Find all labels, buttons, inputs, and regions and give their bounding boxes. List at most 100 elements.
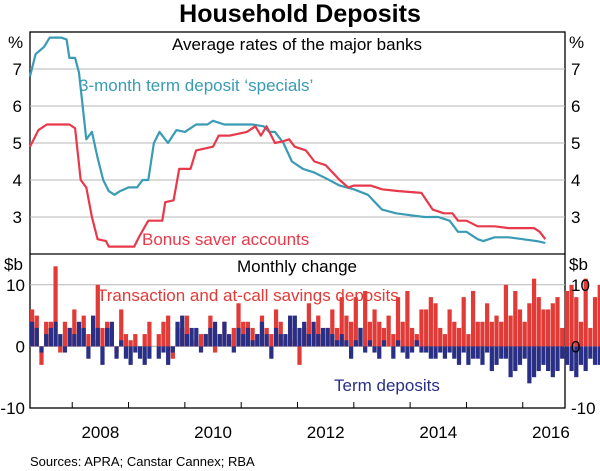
bar-term-deposit (550, 346, 555, 378)
bar-term-deposit (344, 340, 349, 347)
bar-term-deposit (574, 346, 579, 378)
bar-transaction (513, 290, 518, 347)
bar-transaction (433, 303, 438, 347)
bar-term-deposit (353, 340, 358, 347)
bar-term-deposit (302, 321, 307, 347)
bar-transaction (372, 309, 377, 347)
bar-term-deposit (264, 334, 269, 347)
y-tick-label-bottom: 0 (571, 337, 580, 356)
bar-term-deposit (133, 346, 138, 353)
x-tick-label: 2014 (419, 423, 457, 442)
bar-transaction (499, 321, 504, 347)
top-right-unit: % (569, 33, 584, 52)
bar-term-deposit (503, 346, 509, 359)
bar-transaction (386, 315, 391, 347)
bar-term-deposit (100, 346, 105, 365)
top-panel-gridlines (30, 68, 565, 218)
bar-term-deposit (156, 346, 161, 359)
bar-term-deposit (311, 321, 316, 347)
bar-term-deposit (564, 346, 570, 365)
bar-transaction (546, 309, 551, 347)
bar-term-deposit (508, 346, 513, 378)
bar-term-deposit (489, 346, 494, 372)
bar-term-deposit (212, 321, 218, 347)
bar-transaction (442, 334, 448, 347)
y-tick-label-bottom: -10 (0, 399, 25, 418)
bar-term-deposit (438, 346, 443, 353)
bar-term-deposit (76, 321, 82, 347)
bar-transaction (485, 303, 490, 347)
bar-term-deposit (466, 346, 471, 365)
bar-term-deposit (555, 346, 560, 372)
bar-term-deposit (255, 334, 260, 347)
bar-transaction (348, 321, 354, 347)
bar-term-deposit (433, 346, 438, 359)
bottom-panel-title: Monthly change (237, 257, 357, 276)
bar-term-deposit (203, 334, 208, 347)
bar-transaction (438, 327, 443, 347)
bar-transaction (447, 309, 452, 347)
series-label-bonus-saver: Bonus saver accounts (142, 230, 309, 249)
bar-term-deposit (175, 321, 180, 347)
bar-term-deposit (578, 346, 584, 365)
bar-transaction (231, 327, 236, 347)
y-tick-label-top: 7 (571, 60, 580, 79)
bar-transaction (536, 297, 541, 347)
bar-term-deposit (58, 334, 63, 347)
bar-term-deposit (180, 315, 185, 347)
bar-term-deposit (114, 346, 119, 359)
bar-term-deposit (405, 346, 410, 359)
bar-transaction (592, 297, 598, 347)
y-tick-label-top: 6 (13, 97, 22, 116)
bar-transaction (522, 321, 527, 347)
bar-term-deposit (583, 346, 588, 372)
bar-term-deposit (222, 321, 227, 347)
y-tick-label-top: 5 (13, 134, 22, 153)
bar-term-deposit (170, 346, 175, 353)
bar-term-deposit (334, 340, 340, 347)
bar-transaction (409, 327, 415, 347)
bar-term-deposit (513, 346, 518, 372)
bar-term-deposit (269, 346, 274, 359)
bar-term-deposit (166, 346, 171, 365)
figure-title: Household Deposits (179, 0, 421, 28)
bar-term-deposit (283, 334, 288, 347)
bar-term-deposit (320, 327, 326, 347)
bar-transaction (550, 303, 555, 347)
bar-term-deposit (250, 340, 255, 347)
bar-transaction (306, 303, 311, 347)
bar-term-deposit (231, 346, 236, 353)
bar-term-deposit (123, 346, 129, 359)
bar-transaction (53, 266, 58, 347)
bar-transaction (395, 297, 401, 347)
bar-transaction (377, 321, 382, 347)
bar-term-deposit (245, 327, 251, 347)
bar-term-deposit (363, 346, 368, 353)
bar-transaction (494, 315, 499, 347)
bar-term-deposit (461, 346, 466, 353)
bar-term-deposit (53, 321, 58, 347)
bar-term-deposit (142, 346, 147, 365)
bar-transaction (574, 297, 579, 347)
bar-transaction (334, 327, 340, 347)
bar-term-deposit (372, 346, 377, 353)
bar-transaction (588, 327, 593, 347)
bar-transaction (344, 315, 349, 347)
bar-transaction (400, 321, 405, 347)
series-label-term-specials: 3-month term deposit ‘specials’ (79, 76, 313, 95)
bar-term-deposit (72, 334, 77, 347)
bar-transaction (461, 297, 466, 347)
x-ticks: 2008 2010 2012 2014 2016 (71, 402, 570, 442)
bar-term-deposit (391, 346, 396, 359)
bar-term-deposit (592, 346, 598, 365)
series-label-term-deposits: Term deposits (334, 376, 440, 395)
bar-term-deposit (330, 334, 335, 347)
series-line (28, 36, 546, 244)
bar-transaction (100, 327, 105, 347)
bar-transaction (424, 309, 429, 347)
bar-transaction (212, 346, 218, 353)
bar-transaction (123, 334, 129, 347)
y-tick-label-top: 4 (13, 171, 22, 190)
bar-transaction (166, 315, 171, 347)
bar-term-deposit (409, 346, 415, 353)
